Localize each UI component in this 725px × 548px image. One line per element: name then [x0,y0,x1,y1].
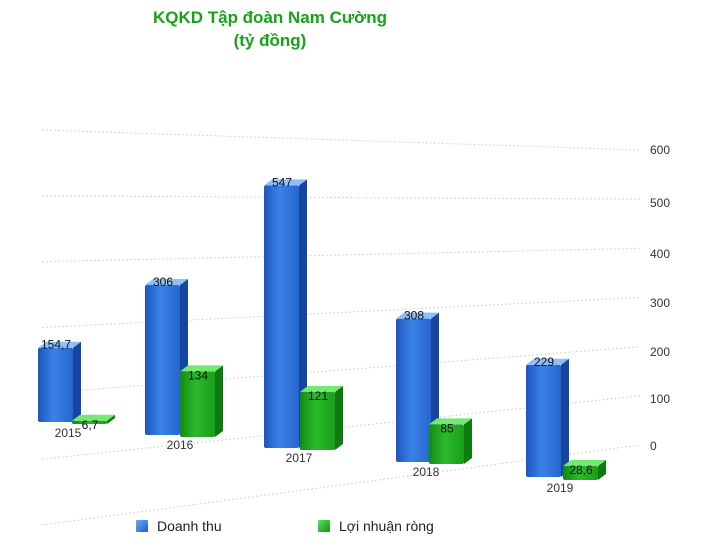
bar-loi-nhuan-2018-front [429,424,464,464]
bar-doanh-thu-2019 [526,358,569,477]
data-label-loi-nhuan: 6,7 [82,418,99,432]
chart-subtitle: (tỷ đồng) [233,31,307,50]
bar-loi-nhuan-2018 [429,418,472,464]
bar-doanh-thu-2016-front [145,285,180,435]
x-tick-label: 2015 [55,426,82,440]
y-tick-label: 400 [650,247,670,261]
x-tick-label: 2016 [167,438,194,452]
bar-doanh-thu-2017-side [299,179,307,448]
data-label-doanh-thu: 308 [404,309,424,323]
bar-loi-nhuan-2016 [180,365,223,437]
bar-doanh-thu-2019-side [561,358,569,477]
chart-title: KQKD Tập đoàn Nam Cường [152,8,388,27]
gridline [41,195,641,200]
bar-doanh-thu-2015-top [38,341,81,348]
bar-loi-nhuan-2018-top [429,418,472,425]
bar-loi-nhuan-2019-side [598,459,606,480]
bar-loi-nhuan-2017 [300,385,343,450]
bar-doanh-thu-2017-top [264,179,307,186]
legend-item-loi-nhuan-rong: Lợi nhuận ròng [318,518,434,534]
bar-doanh-thu-2018-top [396,312,439,319]
legend-swatch-green [318,520,330,532]
bar-loi-nhuan-2016-top [180,365,223,372]
bar-loi-nhuan-2015-top [72,414,115,421]
x-tick-label: 2017 [286,451,313,465]
bar-loi-nhuan-2016-front [180,371,215,437]
data-label-loi-nhuan: 134 [188,368,208,382]
legend-item-doanh-thu: Doanh thu [136,518,222,534]
legend-label: Lợi nhuận ròng [339,518,434,534]
bar-loi-nhuan-2016-side [215,365,223,437]
y-tick-label: 100 [650,392,670,406]
gridline [41,129,641,151]
bar-loi-nhuan-2019-top [563,459,606,466]
bar-loi-nhuan-2015-front [72,420,107,424]
y-tick-label: 500 [650,196,670,210]
y-tick-label: 0 [650,439,657,453]
bar-doanh-thu-2015 [38,341,81,422]
bar-loi-nhuan-2019 [563,459,606,480]
bar-doanh-thu-2015-side [73,341,81,422]
bar-doanh-thu-2017 [264,179,307,448]
gridline [41,444,641,526]
data-label-loi-nhuan: 121 [308,389,328,403]
y-tick-label: 200 [650,345,670,359]
data-label-doanh-thu: 547 [272,175,292,189]
bar-loi-nhuan-2019-front [563,465,598,480]
bar-loi-nhuan-2017-top [300,385,343,392]
legend-swatch-blue [136,520,148,532]
bar-loi-nhuan-2017-front [300,391,335,450]
data-label-doanh-thu: 154,7 [41,338,71,352]
y-tick-label: 600 [650,143,670,157]
bar-loi-nhuan-2015-side [107,414,115,424]
gridline [41,297,641,328]
bar-loi-nhuan-2018-side [464,418,472,464]
bar-doanh-thu-2019-front [526,364,561,477]
bar-loi-nhuan-2017-side [335,385,343,450]
data-label-loi-nhuan: 28,6 [569,463,593,477]
y-tick-label: 300 [650,296,670,310]
data-label-doanh-thu: 306 [153,275,173,289]
bar-doanh-thu-2018-front [396,318,431,462]
bar-doanh-thu-2016-top [145,279,188,286]
bar-doanh-thu-2015-front [38,347,73,422]
bar-doanh-thu-2017-front [264,185,299,448]
gridline [41,247,641,263]
data-label-doanh-thu: 229 [534,355,554,369]
bar-loi-nhuan-2015 [72,414,115,424]
x-tick-label: 2019 [547,481,574,495]
bar-doanh-thu-2019-top [526,358,569,365]
x-tick-label: 2018 [413,465,440,479]
legend-label: Doanh thu [157,518,222,534]
data-label-loi-nhuan: 85 [440,421,454,435]
